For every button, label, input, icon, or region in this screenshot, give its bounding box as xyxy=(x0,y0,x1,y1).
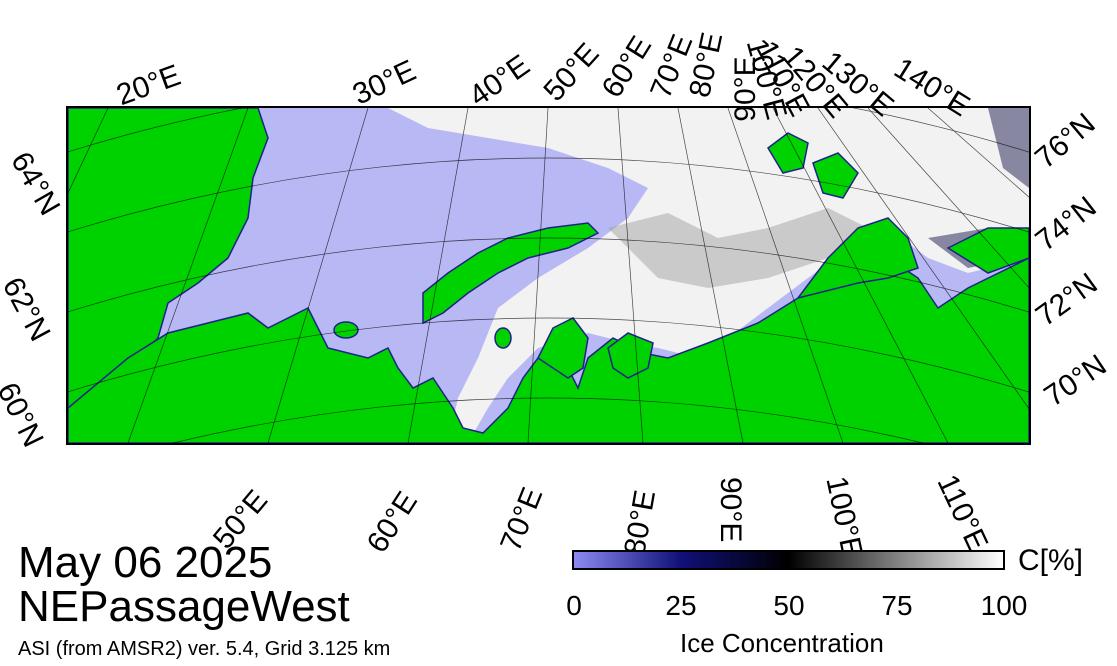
lon-label-bottom-60e: 60°E xyxy=(360,485,425,559)
lon-label-bottom-90e: 90°E xyxy=(714,477,747,543)
colorbar-tick-100: 100 xyxy=(980,590,1028,621)
lon-label-bottom-80e: 80°E xyxy=(618,487,663,558)
map-date: May 06 2025 xyxy=(18,538,273,587)
lon-label-bottom-110e: 110°E xyxy=(930,469,995,557)
lon-label-20e: 20°E xyxy=(112,58,185,113)
lat-label-60n: 60°N xyxy=(0,377,50,453)
land-severnaya-zemlya xyxy=(767,132,859,199)
lat-label-72n: 72°N xyxy=(1030,266,1104,333)
lon-label-40e: 40°E xyxy=(463,48,536,114)
land-vaygach-island xyxy=(494,327,512,349)
lat-label-74n: 74°N xyxy=(1029,190,1103,258)
land-kolguev-island xyxy=(333,321,359,339)
colorbar-tick-0: 0 xyxy=(566,590,582,621)
land-taymyr xyxy=(796,217,919,300)
graticule xyxy=(68,108,1029,443)
ice-texture xyxy=(608,208,868,288)
ice-concentration-map xyxy=(66,106,1031,445)
lon-label-bottom-70e: 70°E xyxy=(494,483,550,556)
land-novaya-zemlya xyxy=(422,222,600,325)
ice-texture-dark xyxy=(928,108,1029,268)
colorbar-tick-25: 25 xyxy=(665,590,697,621)
lon-label-bottom-100e: 100°E xyxy=(819,473,869,561)
data-source: ASI (from AMSR2) ver. 5.4, Grid 3.125 km xyxy=(18,638,391,660)
colorbar-tick-75: 75 xyxy=(881,590,913,621)
lat-label-62n: 62°N xyxy=(0,272,57,347)
region-name: NEPassageWest xyxy=(18,582,350,631)
lon-label-50e: 50°E xyxy=(537,37,606,108)
lat-label-64n: 64°N xyxy=(4,146,67,222)
colorbar-tick-50: 50 xyxy=(773,590,805,621)
colorbar-title: Ice Concentration xyxy=(680,628,884,658)
land-yamal xyxy=(537,317,589,379)
colorbar-unit: C[%] xyxy=(1018,544,1084,577)
lat-label-70n: 70°N xyxy=(1038,348,1113,414)
lon-label-30e: 30°E xyxy=(347,53,422,112)
sea-ice-area xyxy=(388,108,1029,443)
land-gydan xyxy=(607,332,654,379)
land-east xyxy=(946,227,1029,274)
map-canvas xyxy=(68,108,1029,443)
lat-label-76n: 76°N xyxy=(1029,106,1102,176)
colorbar xyxy=(572,550,1005,570)
